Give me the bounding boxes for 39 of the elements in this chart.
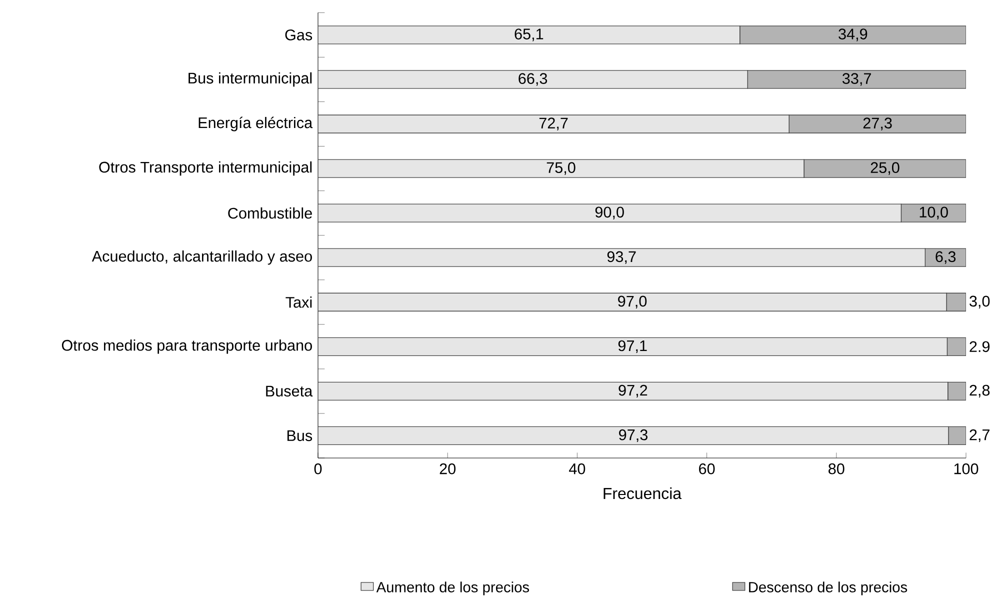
- y-tick-label: Energía eléctrica: [198, 116, 313, 132]
- data-label: 66,3: [518, 73, 548, 86]
- data-label: 90,0: [595, 206, 624, 220]
- y-tick-label: Bus intermunicipal: [188, 72, 312, 87]
- data-label: 3,0: [970, 296, 990, 308]
- data-label: 75,0: [546, 162, 576, 175]
- data-label: 2,8: [970, 384, 990, 398]
- data-label: 97,1: [618, 340, 647, 353]
- legend-label: Aumento de los precios: [376, 582, 530, 596]
- x-tick-label: 80: [828, 463, 844, 474]
- data-label: 33,7: [842, 73, 871, 86]
- legend-label: Descenso de los precios: [749, 582, 908, 596]
- y-tick-label: Bus: [287, 430, 312, 442]
- y-tick-label: Otros medios para transporte urbano: [62, 340, 312, 354]
- x-tick-label: 40: [569, 463, 586, 474]
- x-tick-label: 60: [699, 463, 715, 474]
- data-label: 97,0: [618, 296, 647, 308]
- data-label: 2,7: [970, 429, 990, 442]
- y-tick-label: Buseta: [266, 386, 313, 397]
- x-axis-title: Frecuencia: [604, 487, 682, 500]
- data-label: 2.9: [970, 341, 990, 352]
- x-tick-label: 100: [954, 463, 978, 474]
- data-label: 10,0: [920, 206, 948, 220]
- x-tick-label: 20: [440, 463, 456, 474]
- y-tick-label: Acueducto, alcantarillado y aseo: [92, 250, 312, 265]
- data-label: 97,2: [618, 384, 648, 398]
- data-label: 27,3: [863, 118, 892, 130]
- data-label: 6,3: [936, 251, 956, 264]
- x-tick-label: 0: [314, 463, 322, 474]
- y-tick-label: Otros Transporte intermunicipal: [99, 161, 312, 176]
- y-tick-label: Taxi: [286, 296, 312, 308]
- data-label: 97,3: [619, 429, 648, 442]
- data-label: 72,7: [539, 118, 568, 130]
- data-label: 65,1: [514, 28, 544, 42]
- y-tick-label: Gas: [285, 30, 312, 40]
- data-label: 93,7: [607, 251, 636, 264]
- data-label: 34,9: [838, 28, 868, 42]
- data-label: 25,0: [870, 162, 900, 175]
- y-tick-label: Combustible: [228, 207, 312, 219]
